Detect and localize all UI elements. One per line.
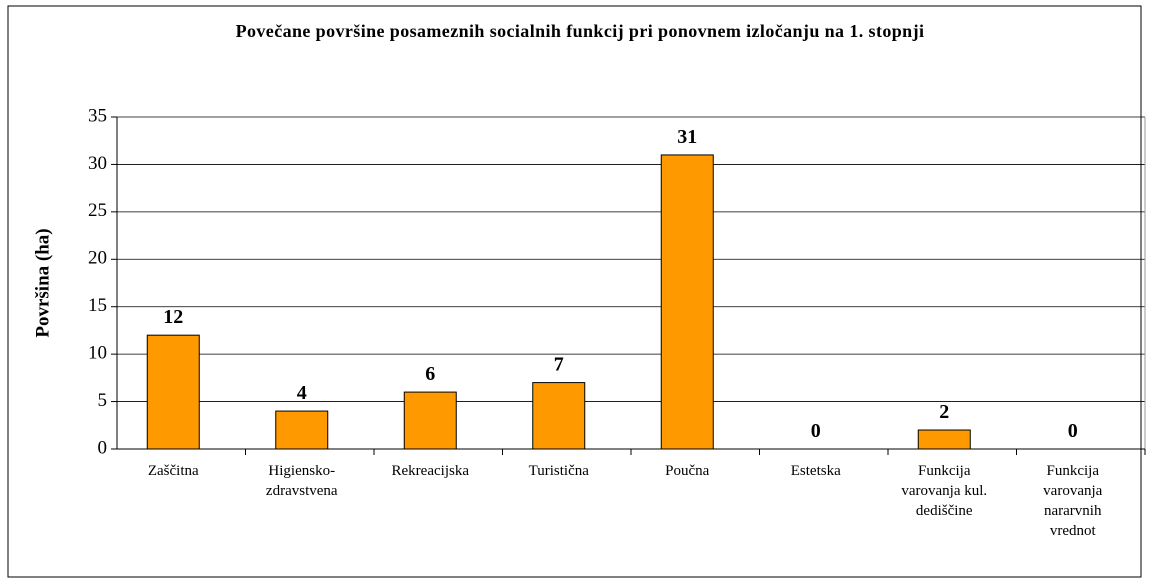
bar xyxy=(275,410,329,450)
data-label: 12 xyxy=(163,306,183,328)
x-tick-label: Funkcija xyxy=(918,463,971,479)
data-label: 2 xyxy=(939,401,949,423)
bar xyxy=(532,382,586,450)
data-label: 0 xyxy=(811,420,821,442)
data-label: 0 xyxy=(1068,420,1078,442)
x-tick-label: varovanja kul. xyxy=(901,483,987,499)
chart-frame xyxy=(7,5,1142,578)
x-tick-label: Higiensko- xyxy=(268,463,335,479)
x-tick-label: varovanja xyxy=(1043,483,1102,499)
x-tick-label: Poučna xyxy=(665,463,710,479)
y-axis-label: Površina (ha) xyxy=(32,228,53,337)
y-tick-label: 35 xyxy=(88,105,107,126)
x-tick-label: Rekreacijska xyxy=(392,463,470,479)
bar xyxy=(403,391,457,450)
y-tick-label: 20 xyxy=(88,248,107,269)
data-label: 31 xyxy=(677,126,697,148)
data-label: 4 xyxy=(297,382,307,404)
x-tick-label: Funkcija xyxy=(1047,463,1100,479)
y-tick-label: 25 xyxy=(88,200,107,221)
x-tick-label: Turistična xyxy=(529,463,590,479)
x-tick-label: dediščine xyxy=(916,503,973,519)
y-tick-label: 10 xyxy=(88,343,107,364)
x-tick-label: Zaščitna xyxy=(148,463,199,479)
y-tick-label: 15 xyxy=(88,295,107,316)
x-tick-label: nararvnih xyxy=(1044,503,1102,519)
data-label: 6 xyxy=(425,363,435,385)
x-tick-label: zdravstvena xyxy=(266,483,338,499)
y-tick-label: 0 xyxy=(98,437,108,458)
y-tick-label: 30 xyxy=(88,153,107,174)
bar xyxy=(917,429,971,450)
x-tick-label: Estetska xyxy=(791,463,841,479)
y-tick-label: 5 xyxy=(98,390,108,411)
bar xyxy=(146,334,200,450)
x-tick-label: vrednot xyxy=(1050,523,1097,539)
bar xyxy=(660,154,714,450)
data-label: 7 xyxy=(554,354,564,376)
chart-title: Povečane površine posameznih socialnih f… xyxy=(235,21,925,41)
